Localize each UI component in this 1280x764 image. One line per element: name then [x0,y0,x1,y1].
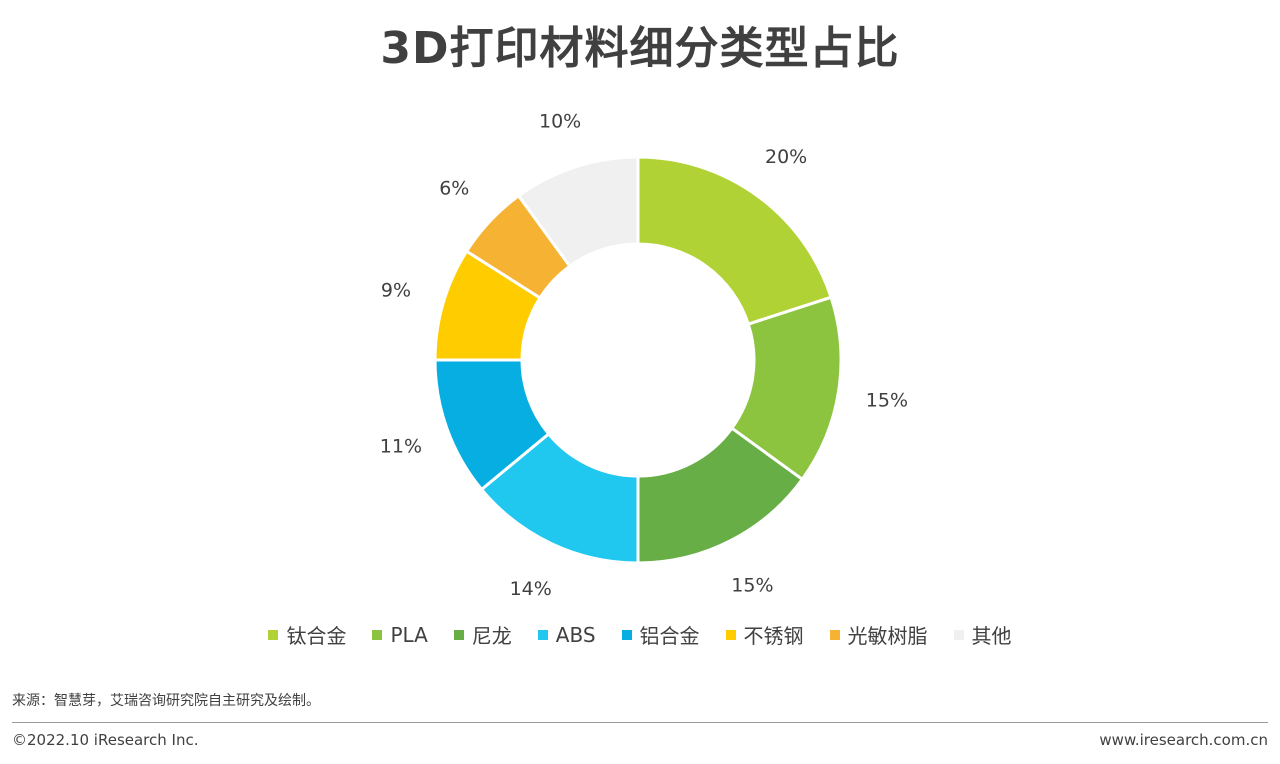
slice-label-5: 11% [380,435,422,457]
chart-title: 3D打印材料细分类型占比 [380,23,900,74]
slice-label-3: 15% [731,575,773,597]
legend-label: 不锈钢 [743,624,804,648]
legend-label: 铝合金 [639,624,700,648]
slice-label-2: 15% [866,389,908,411]
legend-swatch [453,629,464,640]
legend-item: ABS [537,622,596,647]
legend-label: 尼龙 [471,624,512,648]
legend-item: 钛合金 [268,620,346,649]
slice-label-4: 14% [510,578,552,600]
slice-label-1: 20% [765,146,807,168]
legend-swatch [621,629,632,640]
slice-label-7: 6% [439,177,469,199]
legend-label: 钛合金 [286,624,347,648]
legend-item: 铝合金 [621,620,700,649]
legend-item: 其他 [953,620,1012,649]
chart-legend: 钛合金 PLA 尼龙 ABS 铝合金 不锈钢 光敏树脂 其他 [0,620,1280,649]
legend-label: 光敏树脂 [847,624,928,648]
legend-label: 其他 [971,624,1012,648]
legend-swatch [953,629,964,640]
donut-slice-8 [516,155,640,269]
legend-swatch [725,629,736,640]
copyright-text: ©2022.10 iResearch Inc. [12,731,199,749]
source-note: 来源：智慧芽，艾瑞咨询研究院自主研究及绘制。 [12,693,320,709]
legend-item: PLA [372,622,428,647]
legend-item: 不锈钢 [725,620,804,649]
slice-label-6: 9% [381,280,411,302]
legend-swatch [268,629,279,640]
legend-swatch [829,629,840,640]
legend-item: 尼龙 [453,620,512,649]
legend-label: ABS [555,622,596,647]
legend-item: 光敏树脂 [829,620,928,649]
legend-swatch [537,629,548,640]
footer-divider [12,722,1268,723]
website-link[interactable]: www.iresearch.com.cn [1099,731,1268,749]
slice-label-8: 10% [539,110,581,132]
legend-swatch [372,629,383,640]
donut-slice-1 [636,155,833,327]
legend-label: PLA [390,622,428,647]
